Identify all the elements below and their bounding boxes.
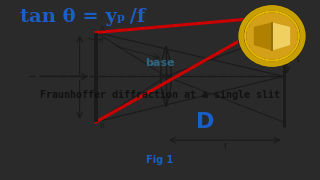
Text: Fig 1: Fig 1 [146,155,174,165]
Text: Perpendi: Perpendi [295,43,299,62]
Text: Fraunhoffer diffraction at a single slit: Fraunhoffer diffraction at a single slit [40,90,280,100]
Circle shape [238,5,306,67]
Polygon shape [254,23,272,50]
Text: D: D [196,112,214,132]
Text: base: base [145,58,175,68]
Text: f: f [223,143,226,152]
Text: p: p [117,12,125,23]
Text: A: A [100,26,104,32]
Circle shape [247,13,297,59]
Polygon shape [272,23,290,50]
Text: B: B [100,123,104,129]
Text: tan θ = y: tan θ = y [20,8,117,26]
Text: yₚ: yₚ [290,42,298,51]
Text: /f: /f [123,8,145,26]
Text: θ: θ [99,39,103,44]
